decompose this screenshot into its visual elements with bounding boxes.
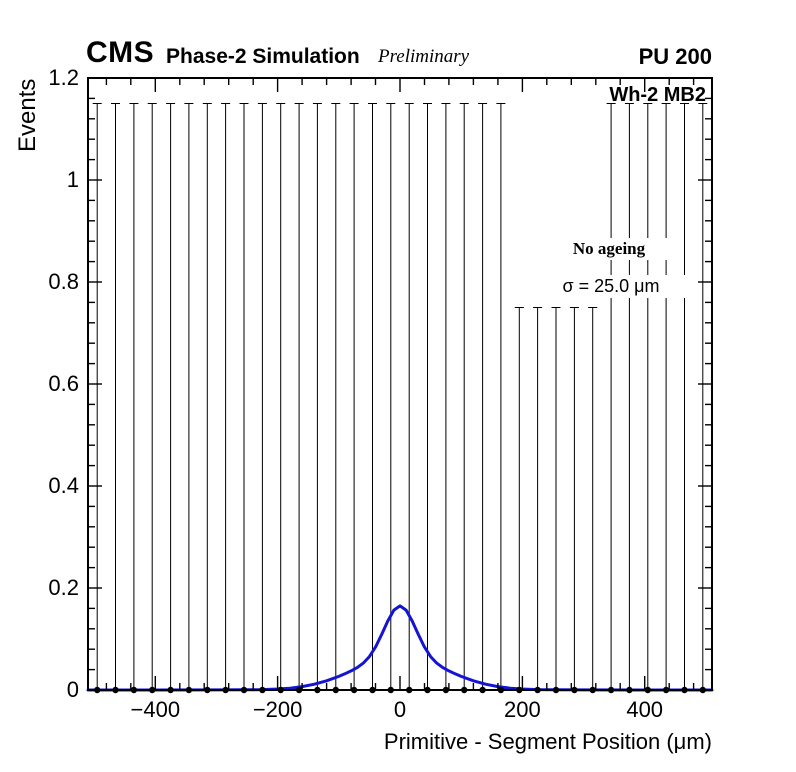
- svg-text:0.6: 0.6: [48, 371, 79, 396]
- y-axis-title: Events: [14, 78, 41, 152]
- svg-text:0: 0: [394, 697, 406, 722]
- simulation-subtitle: Phase-2 Simulation: [166, 45, 360, 68]
- wheel-station-label: Wh-2 MB2: [609, 84, 706, 106]
- svg-text:−400: −400: [131, 697, 181, 722]
- svg-text:0.4: 0.4: [48, 473, 79, 498]
- legend-sigma-label: σ = 25.0 μm: [532, 275, 690, 298]
- svg-text:0.8: 0.8: [48, 269, 79, 294]
- x-axis-title: Primitive - Segment Position (μm): [383, 729, 712, 754]
- legend-ageing-label: No ageing: [540, 238, 678, 260]
- cms-logo-text: CMS: [86, 36, 155, 69]
- svg-text:−200: −200: [253, 697, 303, 722]
- svg-text:1.2: 1.2: [48, 65, 79, 90]
- preliminary-label: Preliminary: [378, 46, 470, 67]
- svg-text:0: 0: [67, 677, 79, 702]
- svg-text:200: 200: [504, 697, 541, 722]
- svg-text:0.2: 0.2: [48, 575, 79, 600]
- svg-text:1: 1: [67, 167, 79, 192]
- pileup-label: PU 200: [638, 44, 712, 69]
- svg-text:400: 400: [626, 697, 663, 722]
